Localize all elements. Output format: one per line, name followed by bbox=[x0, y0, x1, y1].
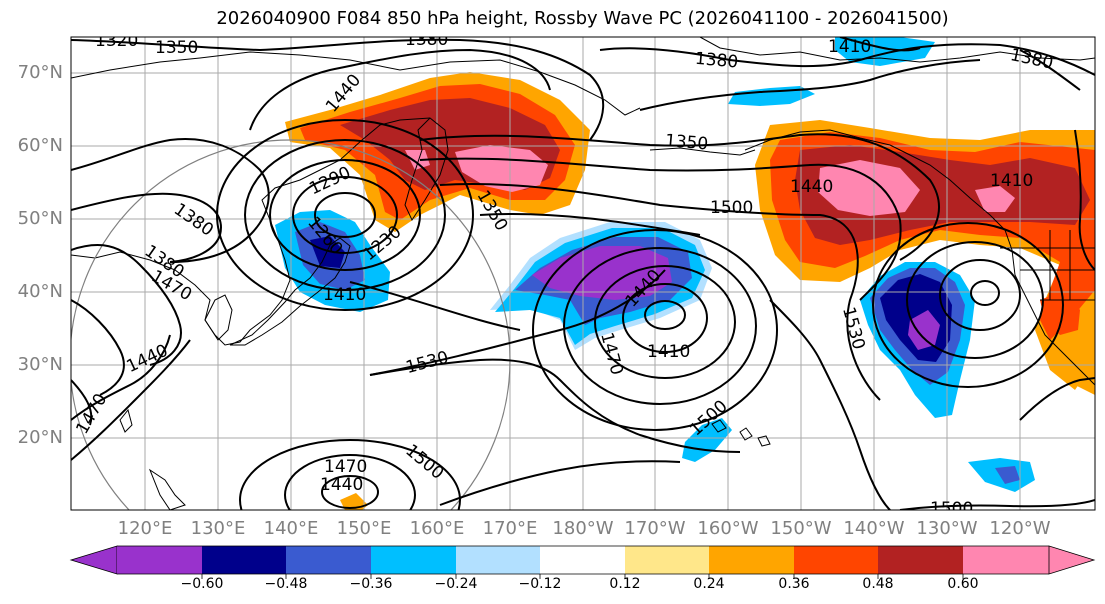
lat-label: 30°N bbox=[17, 354, 63, 375]
lon-label: 180°W bbox=[552, 518, 614, 539]
contour-label: 1380 bbox=[694, 49, 739, 73]
contour-label: 1440 bbox=[320, 475, 363, 495]
anomaly-mexico bbox=[1050, 350, 1095, 395]
contour-label: 1410 bbox=[828, 37, 871, 57]
aleutians bbox=[649, 147, 756, 156]
lon-label: 120°E bbox=[117, 518, 173, 539]
colorbar-bin bbox=[371, 546, 456, 574]
coast-korea bbox=[204, 294, 233, 341]
pink-core-alaska bbox=[818, 160, 920, 216]
colorbar-bin bbox=[963, 546, 1049, 574]
coastlines bbox=[71, 37, 1095, 510]
contour-label: 1350 bbox=[664, 131, 709, 155]
contour-label: 1410 bbox=[323, 285, 366, 305]
colorbar-bin bbox=[456, 546, 540, 574]
lon-label: 130°W bbox=[916, 518, 978, 539]
colorbar-tick-label: −0.24 bbox=[434, 576, 478, 592]
contour-low-japan bbox=[314, 192, 376, 238]
coast-alaska bbox=[699, 37, 1095, 63]
colorbar-tick-label: 0.48 bbox=[862, 576, 894, 592]
contour-low-central-pacific bbox=[644, 300, 686, 330]
contour-label: 1380 bbox=[405, 30, 448, 50]
pink-core-asia bbox=[455, 145, 548, 192]
colorbar-bin bbox=[794, 546, 878, 574]
colorbar-bin bbox=[286, 546, 371, 574]
coast-japan bbox=[229, 237, 351, 346]
colorbar-min-extend bbox=[69, 545, 118, 575]
lon-label: 130°E bbox=[190, 518, 246, 539]
colorbar-tick-label: −0.60 bbox=[180, 576, 224, 592]
colorbar-bin bbox=[540, 546, 625, 574]
colorbar-tick-label: −0.12 bbox=[518, 576, 562, 592]
lon-label: 140°E bbox=[263, 518, 319, 539]
lon-label: 140°W bbox=[843, 518, 905, 539]
lon-label: 160°E bbox=[409, 518, 465, 539]
hawaii-islands bbox=[711, 419, 771, 447]
contour-low-east-pacific bbox=[970, 280, 1000, 306]
contour-label: 1320 bbox=[95, 31, 138, 51]
lat-label: 60°N bbox=[17, 135, 63, 156]
colorbar-bin bbox=[202, 546, 286, 574]
purple-core-east-pacific bbox=[908, 310, 940, 350]
colorbar-tick-label: −0.48 bbox=[264, 576, 308, 592]
coast-kamchatka bbox=[404, 117, 449, 222]
colorbar-bin bbox=[709, 546, 794, 574]
lon-label: 150°W bbox=[770, 518, 832, 539]
anomaly-hawaii bbox=[682, 418, 732, 462]
us-borders bbox=[1000, 230, 1095, 301]
lon-label: 170°W bbox=[624, 518, 686, 539]
colorbar-bin bbox=[625, 546, 709, 574]
colorbar-tick-label: 0.24 bbox=[693, 576, 725, 592]
graticule bbox=[71, 37, 1095, 510]
colorbar-tick-label: 0.60 bbox=[947, 576, 979, 592]
lat-label: 50°N bbox=[17, 208, 63, 229]
contour-label: 1500 bbox=[930, 499, 973, 519]
lon-label: 170°E bbox=[482, 518, 538, 539]
coast-east-asia bbox=[71, 117, 431, 346]
lat-label: 20°N bbox=[17, 427, 63, 448]
map-panel: 1320 1350 1380 1410 1380 1380 1440 1380 … bbox=[71, 30, 1105, 519]
anomaly-shading bbox=[275, 37, 1095, 510]
colorbar-tick-label: 0.36 bbox=[778, 576, 810, 592]
lat-label: 40°N bbox=[17, 281, 63, 302]
contour-label: 1470 bbox=[324, 457, 367, 477]
coast-north-siberia bbox=[71, 51, 641, 116]
lon-label: 150°E bbox=[336, 518, 392, 539]
height-contours bbox=[71, 37, 1095, 510]
colorbar-max-extend bbox=[1048, 545, 1096, 575]
colorbar-tick-label: −0.36 bbox=[349, 576, 393, 592]
contour-label: 1440 bbox=[790, 177, 833, 197]
lat-label: 70°N bbox=[17, 62, 63, 83]
contour-low-tropical bbox=[321, 475, 379, 509]
contour-label: 1410 bbox=[647, 342, 690, 362]
map-frame bbox=[70, 36, 1096, 511]
coast-taiwan bbox=[119, 408, 133, 433]
colorbar-tick-label: 0.12 bbox=[609, 576, 641, 592]
colorbar bbox=[69, 545, 1096, 579]
coast-alaska-south bbox=[744, 129, 1095, 386]
coast-philippines bbox=[148, 468, 186, 510]
colorbar-bin bbox=[117, 546, 202, 574]
contour-label: 1410 bbox=[990, 171, 1033, 191]
lon-label: 160°W bbox=[697, 518, 759, 539]
lon-label: 120°W bbox=[989, 518, 1051, 539]
map-title: 2026040900 F084 850 hPa height, Rossby W… bbox=[216, 8, 949, 29]
contour-label: 1350 bbox=[155, 38, 198, 58]
colorbar-bin bbox=[878, 546, 963, 574]
contour-label: 1500 bbox=[710, 198, 753, 218]
contour-label: 1380 bbox=[1091, 186, 1105, 229]
